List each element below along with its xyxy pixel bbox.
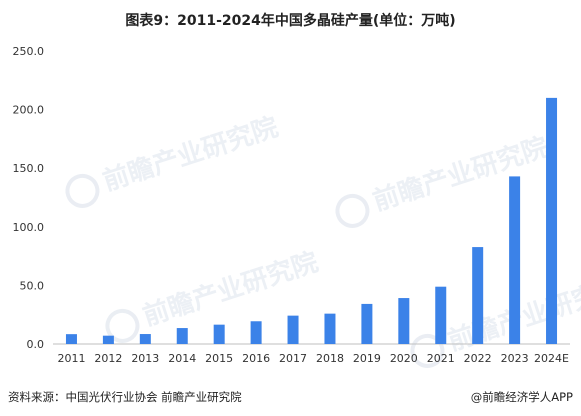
bar: [546, 97, 558, 344]
y-tick-label: 150.0: [13, 162, 45, 175]
x-tick-label: 2018: [316, 352, 344, 365]
x-tick-label: 2012: [94, 352, 122, 365]
credit-note: @前瞻经济学人APP: [470, 390, 573, 404]
y-tick-label: 50.0: [20, 279, 45, 292]
x-tick-label: 2020: [390, 352, 418, 365]
x-tick-label: 2023: [501, 352, 529, 365]
bar: [472, 247, 484, 344]
x-tick-label: 2011: [57, 352, 85, 365]
x-tick-label: 2017: [279, 352, 307, 365]
x-tick-label: 2015: [205, 352, 233, 365]
bar: [435, 286, 447, 344]
bar: [250, 321, 262, 344]
x-tick-label: 2013: [131, 352, 159, 365]
bar: [361, 303, 373, 344]
bar: [213, 324, 225, 344]
chart-title: 图表9：2011-2024年中国多晶硅产量(单位：万吨): [125, 13, 456, 29]
bar: [324, 313, 336, 344]
bar: [287, 315, 299, 344]
bar: [398, 298, 410, 344]
x-tick-label: 2019: [353, 352, 381, 365]
x-tick-label: 2022: [464, 352, 492, 365]
x-tick-label: 2016: [242, 352, 270, 365]
x-tick-label: 2024E: [534, 352, 569, 365]
y-tick-label: 0.0: [27, 338, 45, 351]
y-tick-label: 250.0: [13, 45, 45, 58]
y-tick-label: 200.0: [13, 104, 45, 117]
bar: [139, 334, 151, 344]
bar: [102, 335, 114, 344]
bar: [509, 176, 521, 344]
x-tick-label: 2014: [168, 352, 196, 365]
source-note: 资料来源：中国光伏行业协会 前瞻产业研究院: [8, 390, 242, 404]
y-tick-label: 100.0: [13, 221, 45, 234]
bar: [176, 328, 188, 344]
x-tick-label: 2021: [427, 352, 455, 365]
bar: [65, 334, 77, 344]
